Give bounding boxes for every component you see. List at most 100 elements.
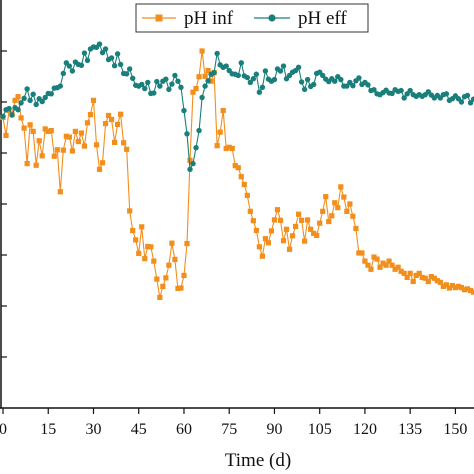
point-ph-inf-41 (124, 146, 130, 152)
x-tick-label-30: 30 (85, 421, 101, 438)
point-ph-inf-39 (118, 111, 124, 117)
x-tick-label-45: 45 (131, 421, 147, 438)
point-ph-inf-66 (199, 48, 205, 54)
point-ph-inf-129 (389, 262, 395, 268)
point-ph-inf-20 (60, 147, 66, 153)
point-ph-eff-121 (365, 82, 371, 88)
point-ph-eff-11 (33, 101, 39, 108)
point-ph-inf-132 (398, 268, 404, 274)
point-ph-inf-74 (223, 145, 229, 152)
point-ph-inf-145 (437, 279, 443, 285)
point-ph-eff-32 (96, 41, 103, 47)
legend-marker-ph-eff (268, 14, 276, 22)
point-ph-inf-18 (54, 147, 60, 153)
point-ph-inf-17 (51, 153, 57, 159)
point-ph-inf-32 (96, 166, 103, 172)
point-ph-inf-153 (461, 287, 468, 293)
point-ph-eff-38 (114, 51, 121, 57)
point-ph-inf-147 (443, 282, 449, 288)
point-ph-inf-81 (244, 192, 250, 199)
point-ph-inf-34 (102, 121, 109, 127)
point-ph-inf-128 (386, 258, 392, 264)
point-ph-eff-23 (69, 68, 76, 74)
point-ph-eff-54 (163, 76, 169, 82)
point-ph-inf-140 (422, 275, 428, 281)
point-ph-inf-26 (78, 130, 85, 136)
point-ph-inf-59 (178, 285, 184, 291)
point-ph-inf-124 (374, 256, 380, 262)
point-ph-eff-16 (48, 91, 54, 97)
point-ph-inf-6 (18, 115, 24, 121)
x-tick-label-135: 135 (398, 421, 422, 438)
point-ph-eff-20 (60, 70, 67, 77)
point-ph-eff-13 (39, 98, 45, 105)
point-ph-eff-74 (223, 63, 229, 69)
point-ph-inf-4 (12, 97, 18, 103)
point-ph-inf-54 (163, 275, 169, 281)
point-ph-inf-8 (24, 161, 30, 167)
point-ph-inf-87 (262, 236, 269, 242)
point-ph-inf-130 (392, 266, 398, 272)
point-ph-eff-0 (0, 113, 6, 119)
point-ph-inf-43 (130, 227, 136, 234)
legend-marker-ph-inf (155, 14, 163, 22)
plot-area: 0 15 30 45 60 75 90 105 120 135 150 (0, 0, 474, 438)
point-ph-inf-49 (148, 244, 154, 250)
point-ph-eff-3 (9, 112, 15, 118)
point-ph-inf-15 (45, 128, 51, 134)
point-ph-eff-156 (470, 96, 474, 102)
point-ph-eff-132 (398, 87, 404, 94)
legend-label-ph-inf: pH inf (184, 8, 234, 29)
point-ph-inf-36 (108, 116, 115, 123)
point-ph-inf-121 (365, 262, 371, 268)
point-ph-inf-116 (350, 213, 356, 219)
point-ph-eff-112 (338, 76, 344, 83)
point-ph-inf-126 (380, 260, 386, 266)
point-ph-inf-148 (446, 285, 452, 291)
point-ph-eff-19 (57, 83, 64, 89)
point-ph-inf-110 (332, 200, 338, 206)
point-ph-inf-27 (81, 143, 88, 149)
point-ph-inf-69 (208, 78, 214, 84)
point-ph-inf-139 (419, 274, 425, 281)
point-ph-inf-16 (48, 127, 54, 134)
point-ph-eff-50 (151, 90, 157, 96)
x-tick-label-90: 90 (266, 421, 282, 438)
point-ph-inf-83 (250, 218, 256, 224)
point-ph-eff-114 (344, 83, 350, 89)
point-ph-inf-142 (428, 274, 434, 280)
point-ph-eff-10 (30, 91, 36, 97)
point-ph-eff-33 (99, 49, 106, 56)
point-ph-inf-117 (353, 225, 359, 232)
point-ph-inf-151 (455, 283, 462, 290)
point-ph-eff-14 (42, 94, 48, 101)
point-ph-eff-90 (271, 76, 278, 83)
point-ph-inf-105 (317, 220, 323, 226)
point-ph-inf-104 (314, 232, 320, 239)
point-ph-inf-95 (286, 246, 293, 252)
point-ph-inf-97 (292, 223, 299, 230)
point-ph-inf-137 (413, 272, 419, 278)
point-ph-inf-12 (36, 138, 42, 144)
point-ph-eff-63 (190, 160, 196, 167)
point-ph-inf-46 (139, 224, 145, 230)
point-ph-eff-6 (18, 100, 24, 106)
point-ph-inf-88 (265, 240, 272, 246)
series-ph-inf (0, 48, 474, 301)
point-ph-inf-9 (27, 122, 33, 128)
point-ph-inf-100 (302, 238, 308, 244)
x-tick-label-75: 75 (221, 421, 237, 438)
point-ph-eff-5 (15, 107, 21, 113)
point-ph-inf-90 (271, 217, 278, 223)
point-ph-eff-155 (467, 100, 474, 106)
x-axis-title: Time (d) (225, 450, 291, 471)
point-ph-inf-23 (69, 148, 75, 154)
point-ph-inf-25 (75, 138, 82, 145)
point-ph-eff-42 (126, 66, 133, 72)
point-ph-inf-33 (99, 160, 106, 166)
point-ph-eff-60 (181, 107, 187, 114)
point-ph-eff-70 (211, 69, 217, 76)
point-ph-eff-28 (84, 57, 91, 64)
point-ph-eff-116 (350, 82, 356, 89)
